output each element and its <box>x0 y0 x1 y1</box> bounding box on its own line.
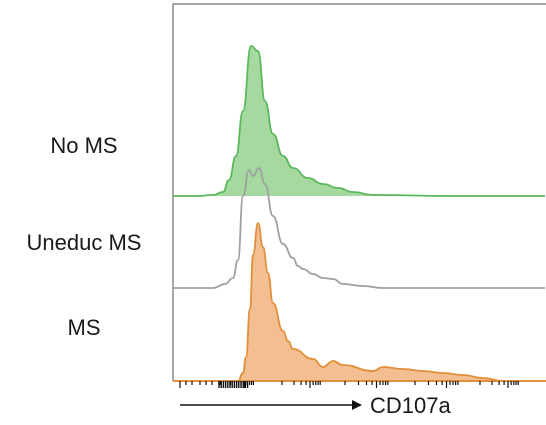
histogram-line-2 <box>173 167 545 289</box>
x-axis-arrow-head <box>352 400 362 410</box>
row-label-1: No MS <box>50 133 117 158</box>
row-labels: No MS Uneduc MS MS <box>27 133 142 340</box>
x-axis-ticks <box>179 381 519 388</box>
row-label-3: MS <box>68 315 101 340</box>
histogram-panels <box>172 3 546 382</box>
histogram-line-1 <box>173 45 545 197</box>
x-axis-title: CD107a <box>370 393 451 418</box>
histogram-area-1 <box>173 46 546 196</box>
histogram-area-3 <box>173 223 546 381</box>
histogram-line-3 <box>173 222 545 382</box>
x-axis: CD107a <box>180 393 451 418</box>
plot-frame <box>172 3 546 381</box>
row-label-2: Uneduc MS <box>27 230 142 255</box>
